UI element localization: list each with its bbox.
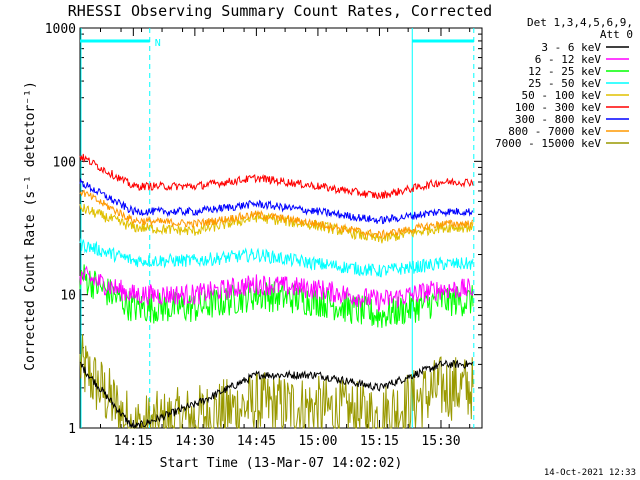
legend-label-5: 100 - 300 keV [515, 101, 601, 114]
legend-label-2: 12 - 25 keV [528, 65, 601, 78]
plot-area: 1 10 100 1000 14:15 14:30 14:45 15:00 15:15 15:30… [45, 22, 483, 449]
x-tick-label-2: 14:45 [237, 434, 276, 449]
chart-title: RHESSI Observing Summary Count Rates, Co… [68, 2, 492, 20]
plot-frame [79, 27, 483, 429]
band-label-0: N [155, 38, 161, 49]
x-axis-label: Start Time (13-Mar-07 14:02:02) [160, 456, 403, 471]
x-tick-label-3: 15:00 [298, 434, 337, 449]
legend-header-2: Att 0 [600, 28, 633, 41]
series-line-300-800-kev [79, 178, 474, 225]
y-tick-label-3: 1000 [45, 22, 76, 37]
series-line-7000-15000-kev [79, 334, 474, 430]
x-tick-label-1: 14:30 [175, 434, 214, 449]
series-line-100-300-kev [79, 153, 474, 200]
footer-date: 14-Oct-2021 12:33 [544, 468, 636, 478]
series-line-12-25-kev [79, 264, 474, 328]
series-line-800-7000-kev [79, 189, 474, 240]
y-tick-label-0: 1 [68, 422, 76, 437]
legend-label-7: 800 - 7000 keV [508, 125, 601, 138]
x-tick-label-5: 15:30 [421, 434, 460, 449]
legend-label-8: 7000 - 15000 keV [495, 137, 601, 150]
legend-label-4: 50 - 100 keV [522, 89, 602, 102]
legend-header-1: Det 1,3,4,5,6,9, [527, 16, 633, 29]
legend-label-6: 300 - 800 keV [515, 113, 601, 126]
legend-label-3: 25 - 50 keV [528, 77, 601, 90]
y-tick-label-2: 100 [53, 155, 76, 170]
legend-label-1: 6 - 12 keV [535, 53, 602, 66]
series-line-6-12-kev [79, 265, 474, 313]
x-tick-label-0: 14:15 [114, 434, 153, 449]
y-tick-label-1: 10 [60, 289, 76, 304]
legend-label-0: 3 - 6 keV [541, 41, 601, 54]
x-tick-label-4: 15:15 [360, 434, 399, 449]
y-axis-label: Corrected Count Rate (s⁻¹ detector⁻¹) [23, 81, 38, 371]
series-line-3-6-kev [79, 359, 474, 430]
series-line-25-50-kev [79, 238, 474, 278]
